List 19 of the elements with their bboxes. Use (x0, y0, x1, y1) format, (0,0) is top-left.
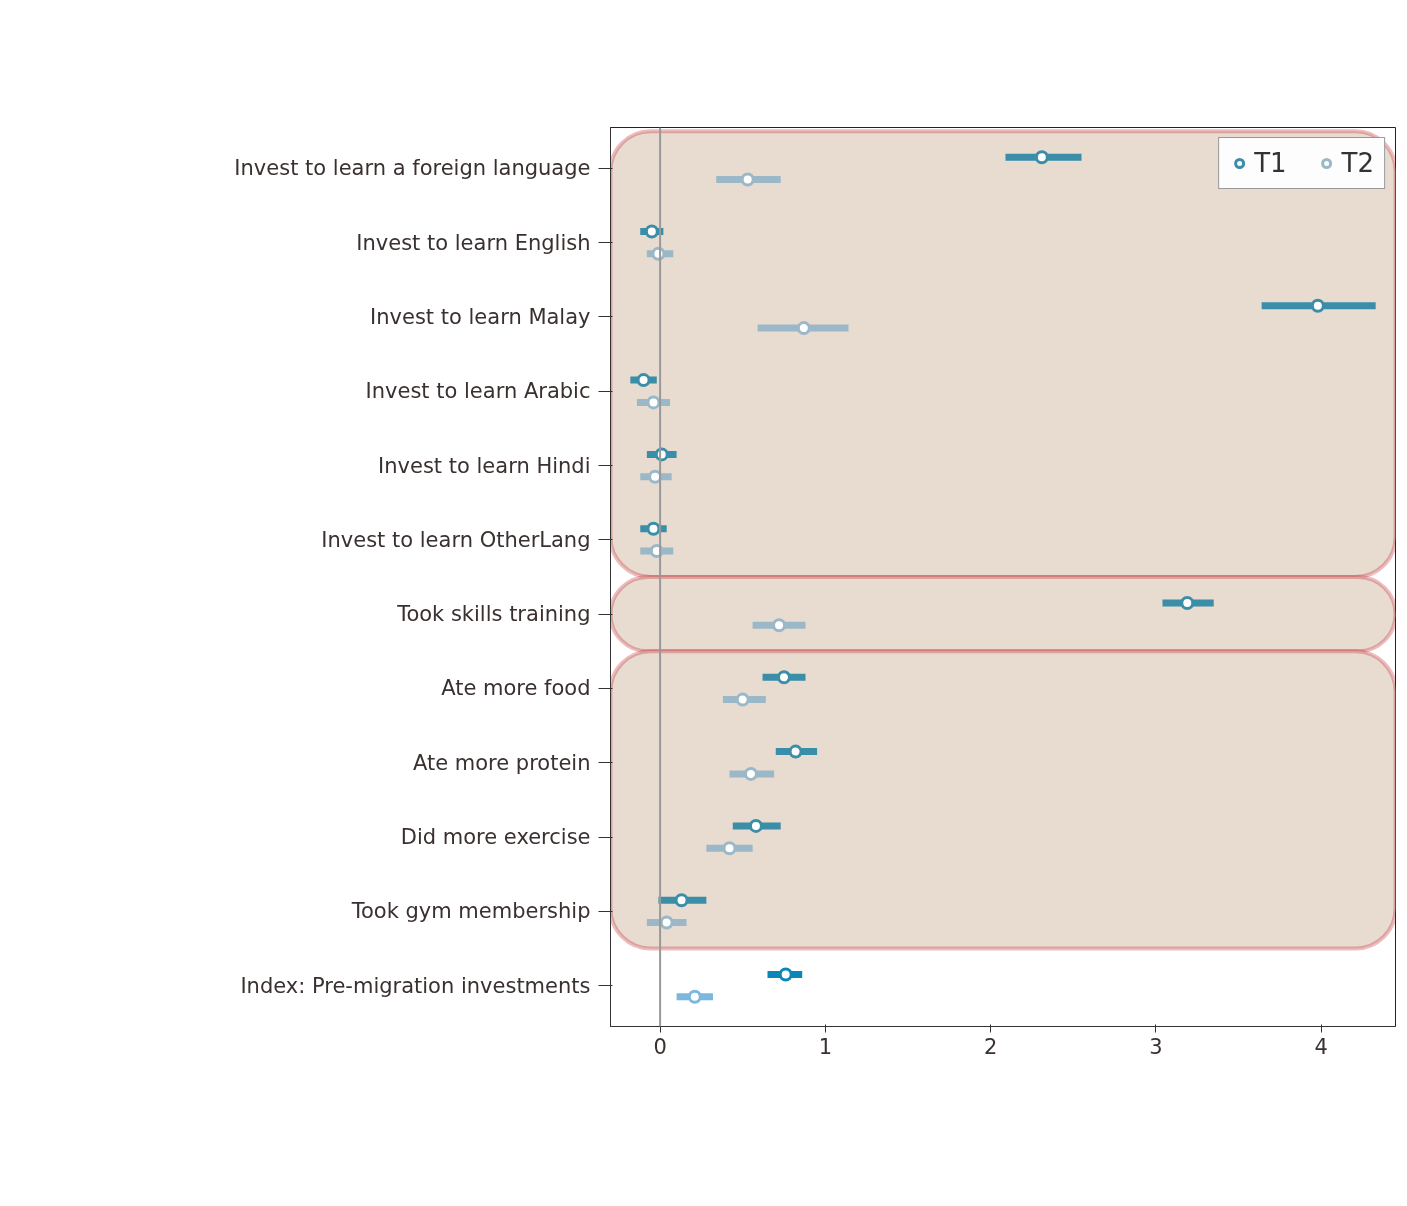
y-tick-label: Invest to learn English (356, 230, 591, 255)
y-tick-label: Took skills training (396, 602, 591, 627)
y-tick-label: Took gym membership (350, 899, 591, 924)
x-tick-label: 0 (653, 1034, 667, 1059)
x-tick-label: 2 (983, 1034, 998, 1059)
y-tick-label: Index: Pre-migration investments (240, 973, 591, 998)
x-tick-label: 4 (1314, 1034, 1328, 1059)
y-tick-label: Invest to learn Malay (370, 304, 591, 329)
x-tick-label: 1 (818, 1034, 833, 1059)
y-tick-label: Ate more food (441, 676, 591, 701)
y-tick-label: Invest to learn Arabic (365, 379, 591, 404)
y-tick-label: Invest to learn OtherLang (321, 527, 591, 552)
legend-label: T2 (1341, 148, 1374, 178)
y-tick-label: Ate more protein (412, 750, 591, 775)
x-tick-label: 3 (1149, 1034, 1163, 1059)
y-tick-label: Invest to learn a foreign language (234, 156, 591, 181)
y-tick-label: Invest to learn Hindi (378, 453, 591, 478)
legend-label: T1 (1254, 148, 1287, 178)
y-tick-label: Did more exercise (400, 825, 591, 850)
